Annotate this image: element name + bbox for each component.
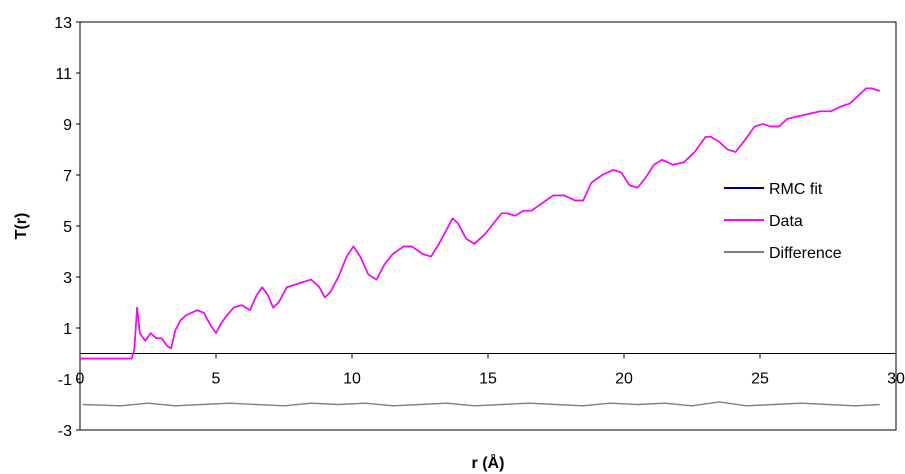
y-tick-label: 5	[63, 219, 72, 236]
series-group	[80, 87, 880, 407]
x-tick-label: 5	[212, 371, 221, 388]
x-axis-title: r (Å)	[472, 453, 505, 472]
legend-label-rmc-fit: RMC fit	[769, 181, 823, 198]
series-line-difference	[82, 401, 880, 407]
x-tick-label: 15	[479, 371, 497, 388]
y-tick-label: -1	[58, 372, 72, 389]
y-tick-label: -3	[58, 423, 72, 440]
legend-label-data: Data	[769, 213, 803, 230]
y-axis-title: T(r)	[13, 213, 30, 240]
x-tick-label: 10	[343, 371, 361, 388]
y-tick-label: 1	[63, 321, 72, 338]
y-tick-label: 7	[63, 168, 72, 185]
legend-label-difference: Difference	[769, 245, 842, 262]
x-tick-label: 20	[615, 371, 633, 388]
x-tick-label: 0	[76, 371, 85, 388]
series-line-data	[80, 87, 880, 360]
x-tick-label: 30	[887, 371, 905, 388]
x-tick-label: 25	[751, 371, 769, 388]
legend: RMC fit Data Difference	[724, 181, 842, 262]
x-axis-ticks: 0 5 10 15 20 25 30	[76, 353, 905, 388]
plot-area	[79, 21, 897, 431]
y-tick-label: 13	[54, 15, 72, 32]
y-tick-label: 11	[55, 66, 72, 83]
y-tick-label: 3	[63, 270, 72, 287]
y-tick-label: 9	[63, 117, 72, 134]
